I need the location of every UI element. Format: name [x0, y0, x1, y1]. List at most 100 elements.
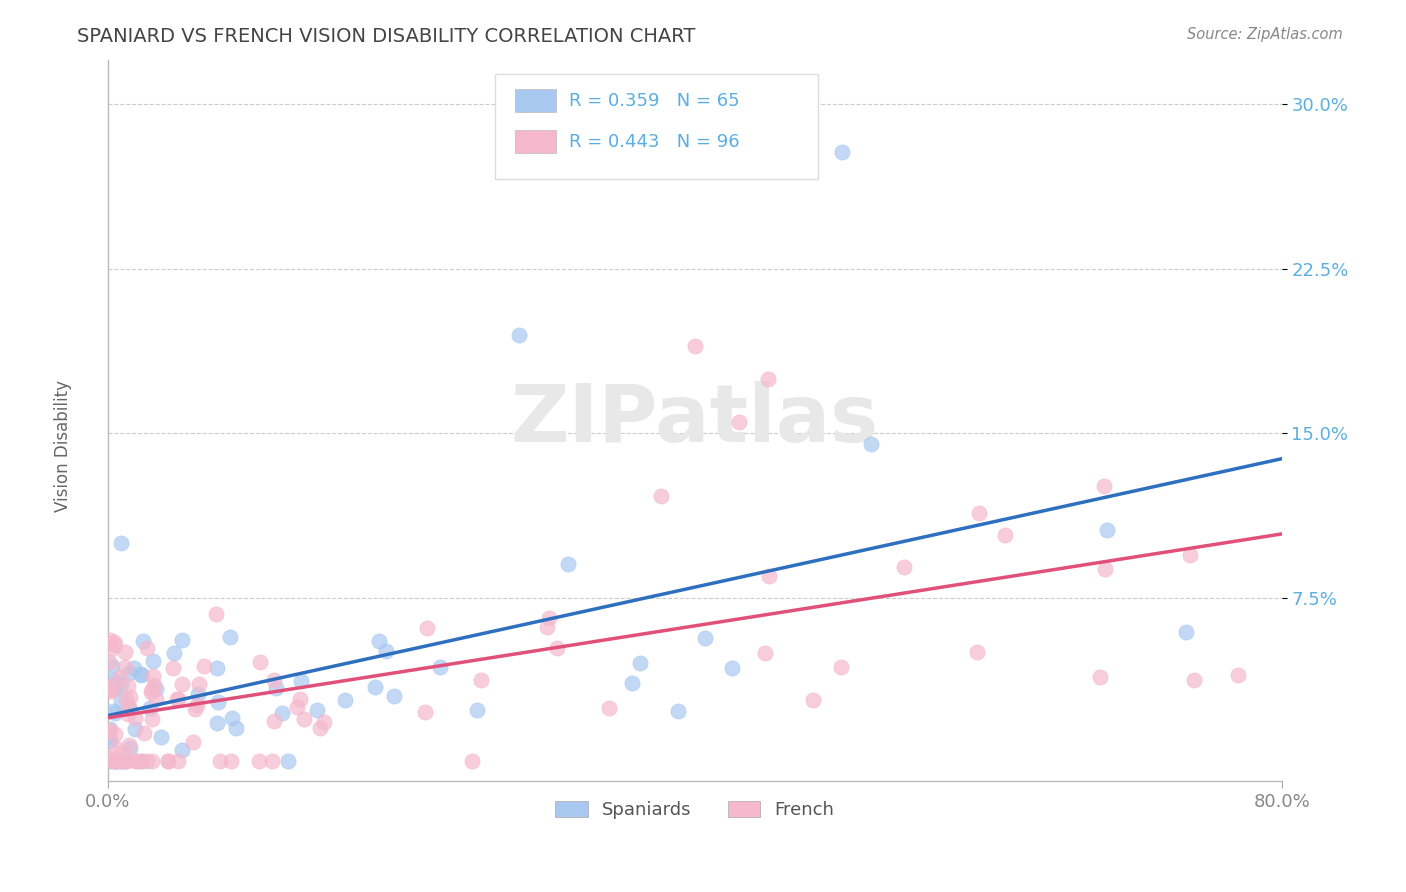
Point [754, 646, 776, 660]
Point [110, 535, 132, 549]
Point [263, 714, 285, 729]
Point [756, 371, 779, 385]
Point [127, 754, 149, 768]
Point [260, 754, 283, 768]
Point [461, 754, 484, 768]
Point [288, 691, 311, 706]
Point [993, 527, 1015, 541]
FancyBboxPatch shape [515, 89, 557, 112]
Point [131, 634, 153, 648]
Point [114, 754, 136, 768]
Point [100, 642, 122, 657]
Point [118, 700, 141, 714]
Point [100, 684, 122, 698]
Point [181, 735, 204, 749]
Point [98, 682, 121, 697]
Point [207, 694, 229, 708]
Point [728, 416, 751, 430]
Point [118, 753, 141, 767]
Point [166, 692, 188, 706]
Point [139, 685, 162, 699]
Point [131, 754, 153, 768]
Point [103, 681, 125, 695]
Point [98, 732, 121, 747]
Point [141, 754, 163, 768]
Point [1095, 523, 1118, 537]
Point [721, 661, 744, 675]
Point [1182, 673, 1205, 687]
Point [105, 754, 128, 768]
Point [263, 673, 285, 687]
Point [188, 677, 211, 691]
Point [270, 706, 292, 720]
Point [429, 659, 451, 673]
Point [693, 631, 716, 645]
Point [98, 723, 121, 737]
Point [114, 691, 136, 706]
Point [666, 704, 689, 718]
Point [416, 621, 439, 635]
Point [309, 721, 332, 735]
Point [124, 754, 146, 768]
Point [157, 754, 180, 768]
Point [110, 754, 132, 768]
Point [118, 665, 141, 680]
Point [103, 704, 125, 718]
Point [364, 681, 387, 695]
Point [104, 727, 127, 741]
Point [101, 754, 124, 768]
Point [382, 690, 405, 704]
Point [172, 633, 194, 648]
Point [135, 754, 157, 768]
Point [557, 557, 579, 571]
Point [1090, 670, 1112, 684]
Point [225, 721, 247, 735]
Point [801, 693, 824, 707]
Point [621, 675, 644, 690]
Point [465, 703, 488, 717]
Text: Vision Disability: Vision Disability [55, 380, 72, 512]
Point [110, 746, 132, 760]
FancyBboxPatch shape [495, 74, 818, 178]
Point [141, 712, 163, 726]
Point [98, 722, 121, 736]
Point [204, 607, 226, 621]
Point [145, 681, 167, 696]
Point [124, 711, 146, 725]
Point [105, 754, 128, 768]
FancyBboxPatch shape [515, 130, 557, 153]
Point [100, 683, 122, 698]
Point [966, 645, 988, 659]
Text: SPANIARD VS FRENCH VISION DISABILITY CORRELATION CHART: SPANIARD VS FRENCH VISION DISABILITY COR… [77, 27, 696, 45]
Point [170, 677, 193, 691]
Point [546, 640, 568, 655]
Point [537, 611, 560, 625]
Text: R = 0.359   N = 65: R = 0.359 N = 65 [569, 92, 740, 110]
Point [110, 669, 132, 683]
Point [184, 702, 207, 716]
Point [187, 687, 209, 701]
Point [131, 668, 153, 682]
Point [98, 734, 121, 748]
Point [101, 678, 124, 692]
Point [367, 633, 389, 648]
Point [1174, 624, 1197, 639]
Point [114, 645, 136, 659]
Point [290, 673, 312, 688]
Point [247, 754, 270, 768]
Point [141, 683, 163, 698]
Point [129, 667, 152, 681]
Point [205, 661, 228, 675]
Point [135, 641, 157, 656]
Point [830, 659, 852, 673]
Point [166, 692, 188, 706]
Point [508, 327, 530, 342]
Point [149, 730, 172, 744]
Point [124, 661, 146, 675]
Point [1180, 548, 1202, 562]
Point [105, 754, 128, 768]
Point [129, 754, 152, 768]
Point [166, 754, 188, 768]
Text: R = 0.443   N = 96: R = 0.443 N = 96 [569, 133, 740, 151]
Point [218, 630, 240, 644]
